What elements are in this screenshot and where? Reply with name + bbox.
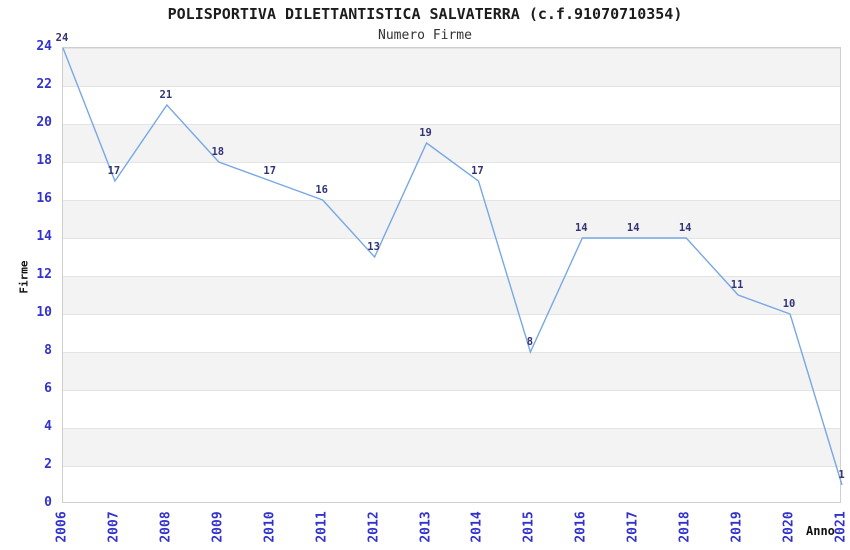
x-axis-title: Anno: [806, 524, 835, 538]
line-series: [62, 47, 843, 486]
y-tick-label: 0: [44, 495, 52, 510]
point-label: 16: [315, 184, 328, 196]
y-tick-label: 20: [36, 115, 52, 130]
y-tick-label: 16: [36, 191, 52, 206]
point-label: 21: [159, 89, 173, 101]
point-label: 19: [419, 127, 432, 139]
y-tick-label: 2: [44, 457, 52, 472]
point-label: 14: [626, 222, 640, 234]
point-label: 13: [367, 241, 380, 253]
y-tick-label: 22: [36, 77, 52, 92]
x-tick-label: 2019: [729, 511, 745, 543]
x-tick-label: 2009: [210, 511, 226, 543]
point-label: 14: [574, 222, 588, 234]
point-label: 14: [678, 222, 692, 234]
x-tick-label: 2012: [366, 511, 382, 543]
point-label: 18: [211, 146, 225, 158]
x-tick-label: 2006: [54, 511, 70, 543]
y-tick-label: 6: [44, 381, 52, 396]
plot-area: 24 17 21 18 17 16 13 19 17 8 14 14 14 11 10 1: [56, 32, 845, 503]
x-tick-label: 2014: [469, 511, 485, 543]
y-tick-label: 8: [44, 343, 52, 358]
x-tick-label: 2018: [677, 511, 693, 543]
y-tick-label: 10: [36, 305, 52, 320]
x-tick-label: 2021: [833, 511, 849, 543]
y-tick-label: 18: [36, 153, 52, 168]
x-tick-label: 2015: [521, 511, 537, 543]
chart-subtitle: Numero Firme: [378, 28, 472, 43]
point-label: 17: [263, 165, 277, 177]
point-label: 8: [526, 336, 534, 348]
x-tick-label: 2007: [106, 511, 122, 543]
point-label: 24: [55, 32, 69, 44]
x-tick-label: 2010: [262, 511, 278, 543]
point-label: 10: [782, 298, 796, 310]
y-tick-label: 4: [44, 419, 52, 434]
x-tick-label: 2016: [573, 511, 589, 543]
point-label: 1: [838, 469, 845, 481]
y-tick-label: 14: [36, 229, 52, 244]
x-tick-label: 2017: [625, 511, 641, 543]
x-tick-label: 2020: [781, 511, 797, 543]
x-tick-label: 2011: [314, 511, 330, 543]
point-label: 11: [730, 279, 744, 291]
chart-title: POLISPORTIVA DILETTANTISTICA SALVATERRA …: [167, 5, 683, 23]
y-tick-label: 12: [36, 267, 52, 282]
point-label: 17: [107, 165, 121, 177]
x-tick-label: 2008: [158, 511, 174, 543]
y-tick-label: 24: [36, 39, 52, 54]
x-tick-label: 2013: [418, 511, 434, 543]
series-polyline: [62, 47, 843, 486]
point-label: 17: [471, 165, 484, 177]
